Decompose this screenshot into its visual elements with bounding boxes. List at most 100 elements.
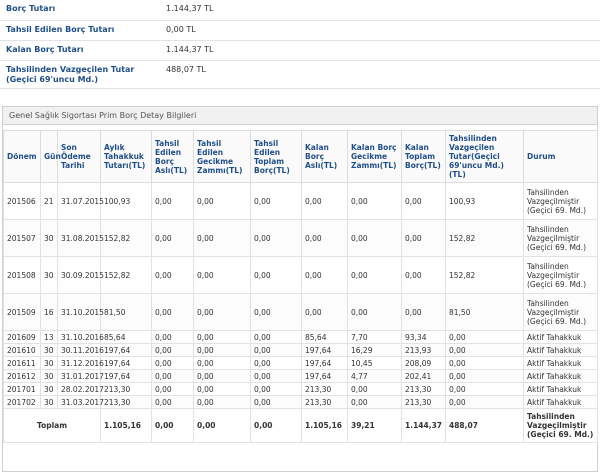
cell-remaining-total: 93,34 (401, 330, 446, 344)
cell-remaining-late-fee: 0,00 (347, 182, 402, 220)
debt-detail-table: Dönem Gün Son Ödeme Tarihi Aylık Tahakku… (3, 130, 598, 443)
col-header-collected-late-fee[interactable]: Tahsil Edilen Gecikme Zammı(TL) (193, 130, 251, 183)
cell-period: 201611 (3, 356, 41, 370)
cell-period: 201509 (3, 293, 41, 331)
cell-monthly-accrual: 81,50 (100, 293, 152, 331)
cell-remaining-late-fee: 7,70 (347, 330, 402, 344)
table-header-row: Dönem Gün Son Ödeme Tarihi Aylık Tahakku… (3, 130, 598, 183)
cell-period: 201612 (3, 369, 41, 383)
cell-collected-principal: 0,00 (151, 293, 194, 331)
cell-remaining-late-fee: 0,00 (347, 256, 402, 294)
table-row: 201609 13 31.10.2016 85,64 0,00 0,00 0,00 85,64… (3, 330, 598, 344)
total-status: Tahsilinden Vazgeçilmiştir (Geçici 69. M… (523, 408, 598, 443)
cell-monthly-accrual: 152,82 (100, 256, 152, 294)
cell-days: 30 (40, 256, 58, 294)
table-row: 201507 30 31.08.2015 152,82 0,00 0,00 0,00 0,00… (3, 219, 598, 257)
cell-due-date: 28.02.2017 (57, 382, 104, 396)
cell-days: 16 (40, 293, 58, 331)
cell-status: Aktif Tahakkuk (523, 330, 598, 344)
col-header-collected-principal[interactable]: Tahsil Edilen Borç Aslı(TL) (151, 130, 194, 183)
cell-remaining-total: 0,00 (401, 293, 446, 331)
summary-label: Tahsil Edilen Borç Tutarı (6, 25, 115, 34)
cell-collected-principal: 0,00 (151, 343, 194, 357)
col-header-remaining-total[interactable]: Kalan Toplam Borç(TL) (401, 130, 446, 183)
summary-value: 1.144,37 TL (166, 45, 214, 54)
cell-remaining-late-fee: 0,00 (347, 382, 402, 396)
summary-value: 1.144,37 TL (166, 4, 214, 13)
cell-waived-amount: 100,93 (445, 182, 524, 220)
col-header-period[interactable]: Dönem (3, 130, 41, 183)
table-row: 201610 30 30.11.2016 197,64 0,00 0,00 0,00 197,… (3, 343, 598, 357)
cell-remaining-late-fee: 0,00 (347, 219, 402, 257)
cell-collected-total: 0,00 (250, 219, 302, 257)
cell-due-date: 31.08.2015 (57, 219, 104, 257)
cell-collected-late-fee: 0,00 (193, 256, 251, 294)
premium-debt-detail-panel: Genel Sağlık Sigortası Prim Borç Detay B… (2, 106, 598, 472)
cell-due-date: 31.03.2017 (57, 395, 104, 409)
col-header-monthly-accrual[interactable]: Aylık Tahakkuk Tutarı(TL) (100, 130, 152, 183)
col-header-waived-amount[interactable]: Tahsilinden Vazgeçilen Tutar(Geçici 69'u… (445, 130, 524, 183)
cell-waived-amount: 0,00 (445, 330, 524, 344)
cell-remaining-principal: 85,64 (301, 330, 348, 344)
cell-monthly-accrual: 197,64 (100, 369, 152, 383)
total-waived-amount: 488,07 (445, 408, 524, 443)
cell-due-date: 30.11.2016 (57, 343, 104, 357)
cell-collected-late-fee: 0,00 (193, 330, 251, 344)
cell-period: 201610 (3, 343, 41, 357)
cell-collected-principal: 0,00 (151, 330, 194, 344)
cell-collected-principal: 0,00 (151, 219, 194, 257)
cell-collected-late-fee: 0,00 (193, 343, 251, 357)
table-row: 201506 21 31.07.2015 100,93 0,00 0,00 0,00 0,00… (3, 182, 598, 220)
table-row: 201702 30 31.03.2017 213,30 0,00 0,00 0,00 213,… (3, 395, 598, 409)
cell-waived-amount: 81,50 (445, 293, 524, 331)
summary-row-remaining-debt: Kalan Borç Tutarı 1.144,37 TL (0, 41, 600, 61)
col-header-due-date[interactable]: Son Ödeme Tarihi (57, 130, 101, 183)
cell-days: 30 (40, 382, 58, 396)
cell-remaining-late-fee: 0,00 (347, 395, 402, 409)
col-header-collected-total[interactable]: Tahsil Edilen Toplam Borç(TL) (250, 130, 302, 183)
col-header-remaining-principal[interactable]: Kalan Borç Aslı(TL) (301, 130, 348, 183)
table-row: 201612 30 31.01.2017 197,64 0,00 0,00 0,00 197,… (3, 369, 598, 383)
cell-status: Tahsilinden Vazgeçilmiştir (Geçici 69. M… (523, 219, 598, 257)
cell-collected-late-fee: 0,00 (193, 182, 251, 220)
cell-collected-late-fee: 0,00 (193, 382, 251, 396)
cell-collected-total: 0,00 (250, 182, 302, 220)
cell-status: Aktif Tahakkuk (523, 369, 598, 383)
cell-waived-amount: 0,00 (445, 356, 524, 370)
debt-summary: Borç Tutarı 1.144,37 TL Tahsil Edilen Bo… (0, 0, 600, 89)
cell-collected-late-fee: 0,00 (193, 219, 251, 257)
summary-value: 488,07 TL (166, 65, 206, 74)
cell-remaining-late-fee: 16,29 (347, 343, 402, 357)
cell-remaining-total: 213,93 (401, 343, 446, 357)
cell-collected-total: 0,00 (250, 356, 302, 370)
cell-remaining-principal: 0,00 (301, 293, 348, 331)
cell-monthly-accrual: 197,64 (100, 356, 152, 370)
summary-label: Borç Tutarı (6, 4, 56, 13)
cell-remaining-principal: 0,00 (301, 256, 348, 294)
cell-remaining-total: 208,09 (401, 356, 446, 370)
cell-remaining-principal: 0,00 (301, 219, 348, 257)
col-header-remaining-late-fee[interactable]: Kalan Borç Gecikme Zammı(TL) (347, 130, 402, 183)
total-remaining-total: 1.144,37 (401, 408, 446, 443)
cell-collected-late-fee: 0,00 (193, 395, 251, 409)
cell-period: 201508 (3, 256, 41, 294)
cell-monthly-accrual: 213,30 (100, 395, 152, 409)
cell-days: 21 (40, 182, 58, 220)
cell-remaining-total: 213,30 (401, 382, 446, 396)
panel-title: Genel Sağlık Sigortası Prim Borç Detay B… (3, 107, 597, 125)
cell-period: 201609 (3, 330, 41, 344)
cell-collected-total: 0,00 (250, 293, 302, 331)
cell-due-date: 31.10.2015 (57, 293, 104, 331)
cell-monthly-accrual: 213,30 (100, 382, 152, 396)
table-row: 201611 30 31.12.2016 197,64 0,00 0,00 0,00 197,… (3, 356, 598, 370)
cell-collected-late-fee: 0,00 (193, 369, 251, 383)
cell-waived-amount: 0,00 (445, 395, 524, 409)
cell-status: Tahsilinden Vazgeçilmiştir (Geçici 69. M… (523, 293, 598, 331)
cell-waived-amount: 0,00 (445, 369, 524, 383)
summary-row-total-debt: Borç Tutarı 1.144,37 TL (0, 0, 600, 21)
cell-remaining-total: 0,00 (401, 256, 446, 294)
cell-remaining-total: 0,00 (401, 219, 446, 257)
col-header-status[interactable]: Durum (523, 130, 598, 183)
col-header-days[interactable]: Gün (40, 130, 61, 183)
cell-status: Aktif Tahakkuk (523, 382, 598, 396)
